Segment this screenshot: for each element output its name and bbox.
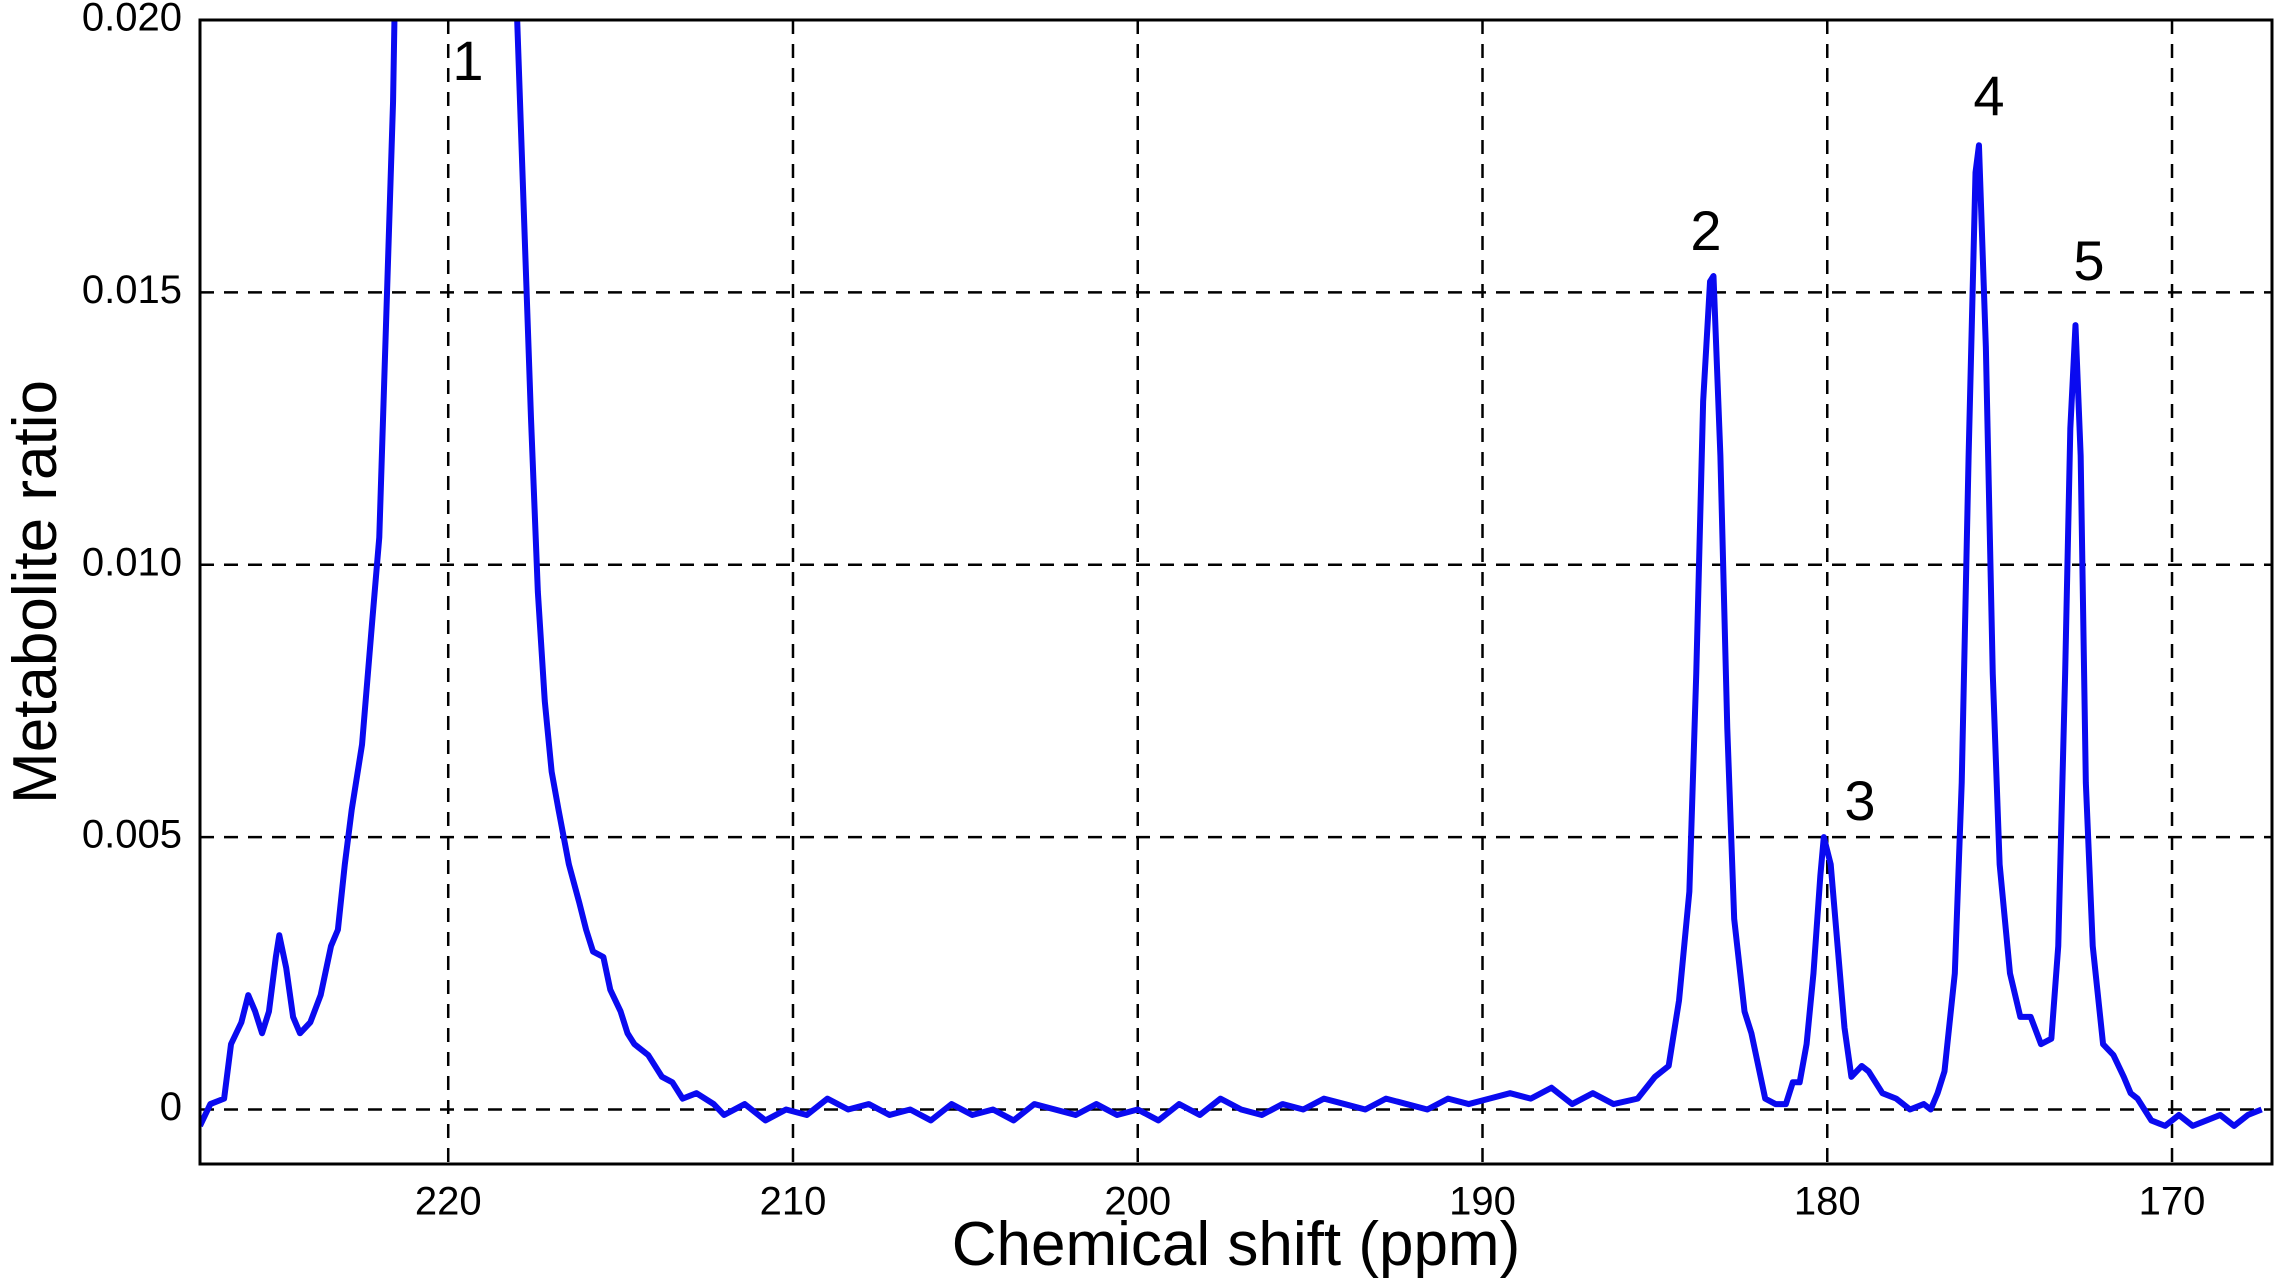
y-tick-label: 0.010 xyxy=(82,540,182,584)
x-tick-label: 190 xyxy=(1449,1180,1516,1224)
y-tick-label: 0 xyxy=(160,1085,182,1129)
plot-frame xyxy=(198,18,2274,1166)
x-tick-label: 170 xyxy=(2139,1180,2206,1224)
x-tick-label: 220 xyxy=(415,1180,482,1224)
y-axis-title: Metabolite ratio xyxy=(1,380,70,804)
plot-area xyxy=(200,20,2263,1129)
y-tick-label: 0.005 xyxy=(82,813,182,857)
x-tick-label: 180 xyxy=(1794,1180,1861,1224)
y-tick-label: 0.020 xyxy=(82,0,182,40)
peak-label: 3 xyxy=(1844,769,1875,832)
x-tick-label: 200 xyxy=(1104,1180,1171,1224)
peak-label: 5 xyxy=(2073,229,2104,292)
x-tick-label: 210 xyxy=(760,1180,827,1224)
grid xyxy=(200,18,2272,1164)
spectrum-line xyxy=(200,20,2263,1129)
peak-label: 1 xyxy=(452,29,483,92)
peak-label: 4 xyxy=(1973,64,2004,127)
y-tick-label: 0.015 xyxy=(82,268,182,312)
x-axis-title: Chemical shift (ppm) xyxy=(952,1210,1520,1279)
peak-label: 2 xyxy=(1690,199,1721,262)
